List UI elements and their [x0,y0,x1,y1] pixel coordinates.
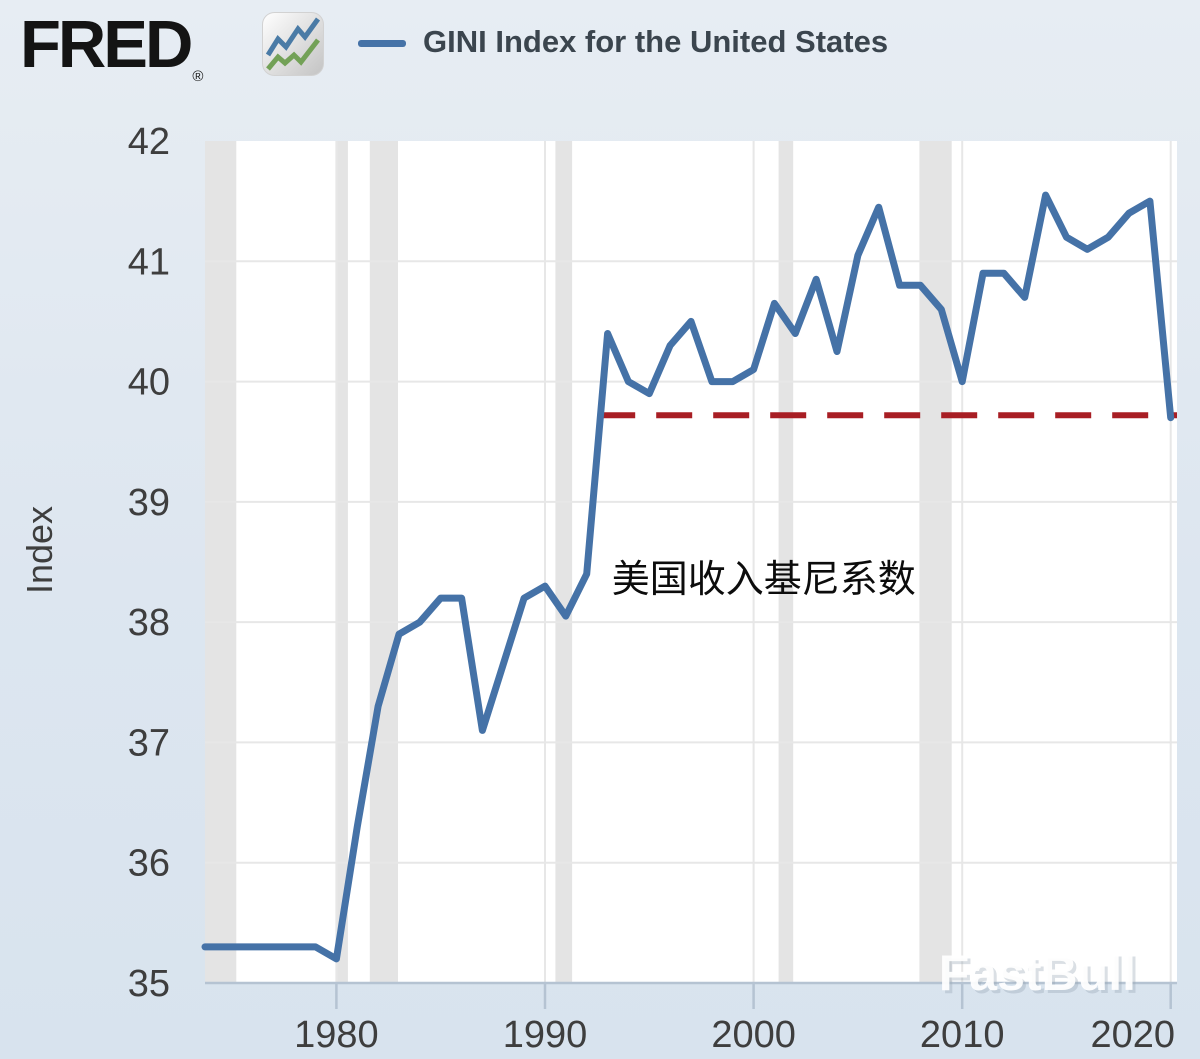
y-tick-label: 39 [128,482,170,524]
y-tick-label: 38 [128,602,170,644]
fastbull-watermark: FastBull [939,945,1136,1001]
x-tick-label: 1980 [294,1014,379,1056]
legend-line-swatch [358,40,406,47]
recession-band [336,141,348,983]
y-tick-label: 40 [128,362,170,404]
recession-band [555,141,573,983]
fred-logo: FRED ® [20,6,204,85]
y-tick-label: 35 [128,963,170,1005]
recession-band [778,141,794,983]
y-tick-label: 41 [128,241,170,283]
header: FRED ® GINI Index for the United States [0,0,1200,100]
x-tick-label: 2020 [1090,1014,1175,1056]
y-tick-label: 36 [128,843,170,885]
y-tick-label: 42 [128,121,170,163]
fred-chart-icon-svg [262,12,324,76]
y-axis-title: Index [19,506,60,594]
legend-label: GINI Index for the United States [423,24,889,59]
watermark-shadow: FastBull [942,948,1139,1004]
annotation-cn: 美国收入基尼系数 [612,559,916,601]
recession-band [369,141,398,983]
gini-series-line [201,191,1175,963]
recession-band [919,141,952,983]
fred-logo-text: FRED [20,7,193,82]
fred-chart-icon [262,12,324,76]
registered-trademark-icon: ® [192,68,204,85]
x-tick-label: 1990 [503,1014,588,1056]
x-tick-label: 2010 [920,1014,1005,1056]
recession-band [205,141,237,983]
y-tick-label: 37 [128,722,170,764]
x-tick-label: 2000 [711,1014,796,1056]
